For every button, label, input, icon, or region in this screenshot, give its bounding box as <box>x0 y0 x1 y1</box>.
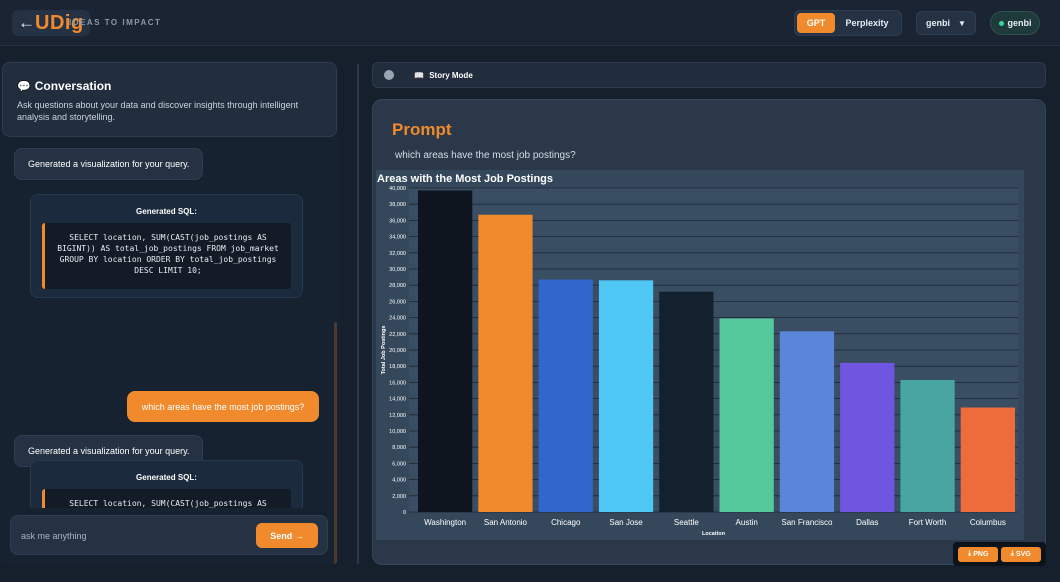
y-tick-label: 36,000 <box>389 218 406 224</box>
story-mode-label: Story Mode <box>429 70 473 80</box>
workspace-select[interactable]: genbi ▼ <box>916 11 976 35</box>
bar-washington[interactable] <box>418 190 473 512</box>
speech-bubble-icon: 💬 <box>17 80 31 93</box>
chart-title: Areas with the Most Job Postings <box>377 173 553 185</box>
connection-status: genbi <box>990 11 1040 35</box>
sql-card-title: Generated SQL: <box>136 473 197 482</box>
export-svg-label: SVG <box>1015 550 1031 558</box>
y-tick-label: 40,000 <box>389 186 406 192</box>
message-list[interactable]: Generated a visualization for your query… <box>0 140 339 508</box>
sql-card: Generated SQL: SELECT location, SUM(CAST… <box>30 194 303 298</box>
send-button[interactable]: Send → <box>256 523 318 548</box>
x-tick-label: San Antonio <box>484 518 528 527</box>
y-tick-label: 18,000 <box>389 364 406 370</box>
back-arrow-icon: ← <box>18 13 35 32</box>
model-perplexity-button[interactable]: Perplexity <box>845 18 889 28</box>
caret-down-icon: ▼ <box>958 18 966 28</box>
y-tick-label: 20,000 <box>389 348 406 354</box>
x-tick-label: Seattle <box>674 518 699 527</box>
y-tick-label: 22,000 <box>389 332 406 338</box>
sql-code-block: SELECT location, SUM(CAST(job_postings A… <box>42 223 291 289</box>
x-axis-label: Location <box>702 531 726 537</box>
conversation-title-row: 💬 Conversation <box>17 79 322 93</box>
chart-container: Areas with the Most Job Postings 0 2,000 4,… <box>376 170 1024 540</box>
export-png-button[interactable]: ⤓ PNG <box>958 546 999 562</box>
sql-card: Generated SQL: SELECT location, SUM(CAST… <box>30 460 303 508</box>
sql-card-title: Generated SQL: <box>136 207 197 216</box>
y-tick-label: 2,000 <box>392 494 406 500</box>
assistant-message: Generated a visualization for your query… <box>14 148 204 180</box>
conversation-description: Ask questions about your data and discov… <box>17 100 299 122</box>
y-tick-label: 26,000 <box>389 299 406 305</box>
export-svg-button[interactable]: ⤓ SVG <box>1000 546 1041 562</box>
user-message: which areas have the most job postings? <box>127 391 319 422</box>
bar-chicago[interactable] <box>538 279 593 512</box>
workspace-select-value: genbi <box>926 18 951 28</box>
bar-fort-worth[interactable] <box>900 379 955 512</box>
app-header: ← UDig IDEAS TO IMPACT GPT Perplexity ge… <box>0 0 1060 46</box>
y-tick-label: 38,000 <box>389 202 406 208</box>
y-tick-label: 10,000 <box>389 429 406 435</box>
bar-san-antonio[interactable] <box>478 214 533 513</box>
export-toolbar: ⤓ PNG ⤓ SVG <box>953 542 1046 566</box>
y-tick-label: 34,000 <box>389 235 406 241</box>
result-card: Prompt which areas have the most job pos… <box>372 99 1046 565</box>
y-tick-label: 0 <box>403 510 406 516</box>
chat-input-bar: Send → <box>10 515 328 555</box>
y-tick-label: 4,000 <box>392 478 406 484</box>
x-tick-label: Chicago <box>551 518 581 527</box>
x-tick-label: Columbus <box>970 518 1006 527</box>
y-tick-label: 14,000 <box>389 397 406 403</box>
y-tick-label: 24,000 <box>389 316 406 322</box>
conversation-header: 💬 Conversation Ask questions about your … <box>2 62 337 137</box>
conversation-title: Conversation <box>34 79 112 93</box>
x-tick-label: Austin <box>736 518 758 527</box>
status-dot-icon <box>998 20 1004 26</box>
status-label: genbi <box>1007 18 1032 28</box>
tagline: IDEAS TO IMPACT <box>69 18 162 27</box>
model-gpt-button[interactable]: GPT <box>797 13 835 33</box>
bar-austin[interactable] <box>719 318 774 512</box>
book-icon: 📖 <box>414 70 424 80</box>
prompt-title: Prompt <box>392 120 452 139</box>
bar-chart: Areas with the Most Job Postings 0 2,000 4,… <box>376 170 1024 540</box>
conversation-panel: 💬 Conversation Ask questions about your … <box>0 60 339 565</box>
y-tick-label: 16,000 <box>389 380 406 386</box>
ask-input[interactable] <box>21 526 251 546</box>
y-axis-label: Total Job Postings <box>381 326 387 375</box>
story-mode-bar: 📖 Story Mode <box>372 62 1046 88</box>
logo-text: UDig <box>35 11 84 34</box>
story-mode-label-row: 📖 Story Mode <box>414 71 473 80</box>
y-tick-label: 28,000 <box>389 283 406 289</box>
sql-code-block: SELECT location, SUM(CAST(job_postings A… <box>42 489 291 508</box>
x-tick-label: Washington <box>424 518 466 527</box>
bar-san-francisco[interactable] <box>779 331 835 512</box>
x-tick-label: Fort Worth <box>909 518 947 527</box>
y-tick-label: 12,000 <box>389 413 406 419</box>
x-tick-label: San Jose <box>609 518 643 527</box>
y-tick-label: 8,000 <box>392 445 406 451</box>
logo[interactable]: ← UDig <box>12 10 90 36</box>
bar-dallas[interactable] <box>840 362 895 512</box>
x-tick-label: Dallas <box>856 518 878 527</box>
message-list-scrollbar[interactable] <box>334 322 337 565</box>
bar-columbus[interactable] <box>960 407 1015 512</box>
x-tick-label: San Francisco <box>781 518 833 527</box>
bar-seattle[interactable] <box>659 291 714 512</box>
prompt-text: which areas have the most job postings? <box>395 150 576 161</box>
y-tick-label: 32,000 <box>389 251 406 257</box>
panel-divider[interactable] <box>357 64 359 564</box>
story-mode-toggle[interactable] <box>384 70 394 80</box>
y-tick-label: 6,000 <box>392 461 406 467</box>
download-icon: ⤓ <box>968 550 972 557</box>
model-selector: GPT Perplexity <box>794 10 902 36</box>
download-icon: ⤓ <box>1010 550 1014 557</box>
export-png-label: PNG <box>973 550 989 558</box>
y-tick-label: 30,000 <box>389 267 406 273</box>
bar-san-jose[interactable] <box>598 280 654 512</box>
